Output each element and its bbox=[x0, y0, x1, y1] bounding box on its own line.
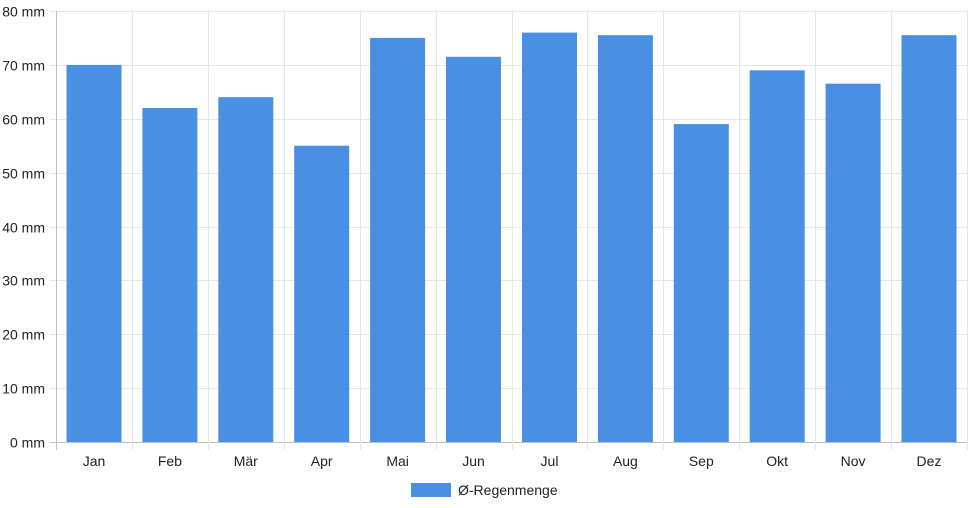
y-tick-label: 10 mm bbox=[2, 381, 45, 397]
bar-mär[interactable] bbox=[218, 97, 274, 442]
y-tick-label: 40 mm bbox=[2, 220, 45, 236]
bar-jan[interactable] bbox=[66, 64, 122, 443]
x-tick-label: Aug bbox=[613, 453, 638, 469]
x-tick-label: Feb bbox=[158, 453, 182, 469]
bar-nov[interactable] bbox=[825, 83, 881, 442]
x-tick-label: Apr bbox=[311, 453, 333, 469]
bar-aug[interactable] bbox=[597, 35, 653, 442]
bar-feb[interactable] bbox=[142, 108, 198, 442]
bar-dez[interactable] bbox=[901, 35, 957, 442]
legend-swatch bbox=[411, 483, 451, 497]
x-tick-label: Sep bbox=[689, 453, 714, 469]
bars bbox=[66, 32, 957, 443]
legend-label-rainfall: Ø-Regenmenge bbox=[458, 482, 558, 498]
legend[interactable]: Ø-Regenmenge bbox=[411, 482, 558, 498]
y-tick-label: 0 mm bbox=[10, 435, 45, 451]
y-tick-label: 80 mm bbox=[2, 4, 45, 20]
x-tick-label: Jan bbox=[83, 453, 106, 469]
y-tick-label: 50 mm bbox=[2, 166, 45, 182]
bar-mai[interactable] bbox=[370, 37, 426, 443]
bar-okt[interactable] bbox=[749, 70, 805, 443]
x-tick-label: Mai bbox=[386, 453, 409, 469]
x-tick-label: Mär bbox=[234, 453, 258, 469]
y-tick-label: 20 mm bbox=[2, 327, 45, 343]
y-axis-tick-labels: 0 mm 10 mm 20 mm 30 mm 40 mm 50 mm 60 mm 70 mm 8… bbox=[2, 4, 45, 451]
x-tick-label: Dez bbox=[917, 453, 942, 469]
x-tick-label: Nov bbox=[841, 453, 866, 469]
y-tick-label: 70 mm bbox=[2, 58, 45, 74]
y-tick-label: 60 mm bbox=[2, 112, 45, 128]
bar-sep[interactable] bbox=[673, 124, 729, 442]
y-tick-label: 30 mm bbox=[2, 273, 45, 289]
x-tick-label: Jun bbox=[462, 453, 485, 469]
x-axis-tick-labels: Jan Feb Mär Apr Mai Jun Jul Aug Sep Okt Nov Dez bbox=[83, 453, 942, 469]
bar-jun[interactable] bbox=[446, 56, 501, 443]
bar-apr[interactable] bbox=[294, 145, 350, 442]
x-tick-label: Jul bbox=[541, 453, 559, 469]
x-tick-label: Okt bbox=[766, 453, 788, 469]
bar-jul[interactable] bbox=[522, 32, 577, 442]
